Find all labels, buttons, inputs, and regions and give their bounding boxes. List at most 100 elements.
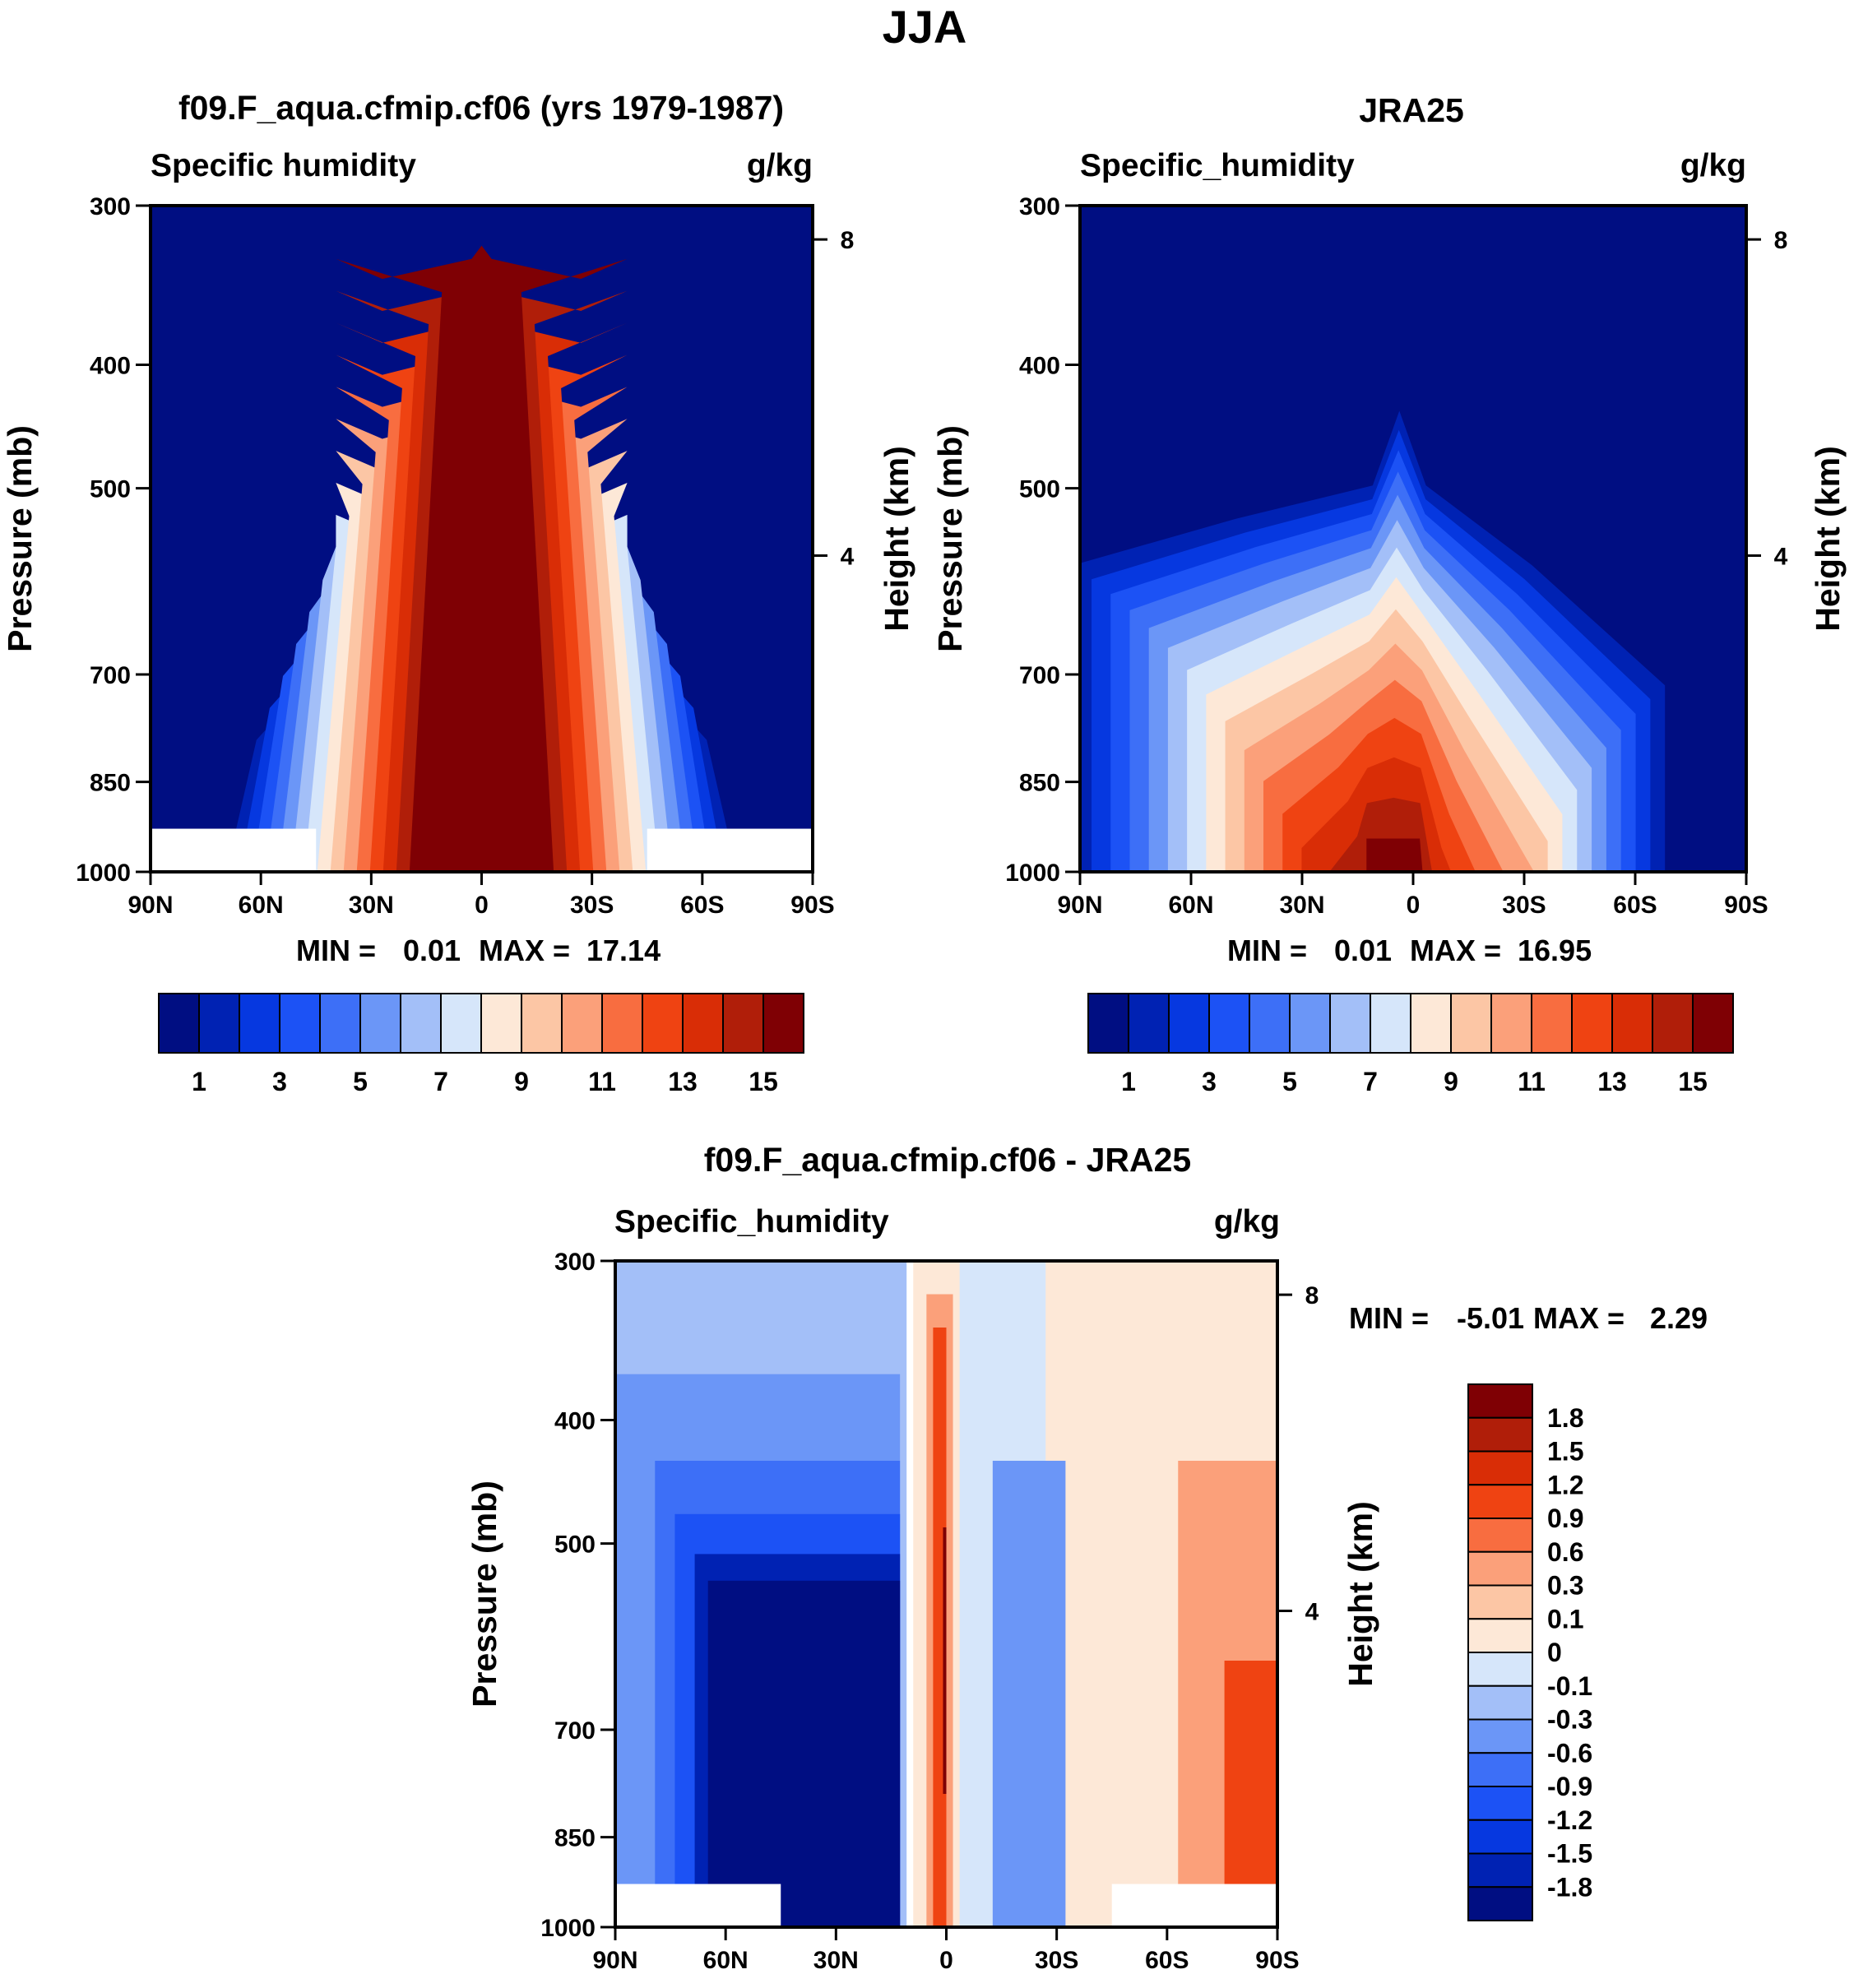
contour-band <box>943 1527 947 1794</box>
masked-region <box>151 828 317 872</box>
colorbar-label: -1.8 <box>1547 1872 1592 1902</box>
masked-region <box>1111 1884 1277 1927</box>
contour-field <box>151 206 813 872</box>
colorbar-label: 7 <box>1363 1067 1378 1096</box>
colorbar-swatch <box>1370 993 1411 1054</box>
height-axis: 84 <box>1746 227 1788 571</box>
y-axis-right-label: Height (km) <box>1809 446 1847 632</box>
colorbar-label: 13 <box>1597 1067 1627 1096</box>
colorbar-swatch <box>601 993 643 1054</box>
pressure-tick-label: 400 <box>90 353 131 380</box>
lat-tick-label: 30N <box>813 1947 859 1974</box>
variable-label: Specific_humidity <box>614 1204 889 1240</box>
colorbar-label: 13 <box>668 1067 698 1096</box>
colorbar-swatch <box>480 993 522 1054</box>
y-axis-right-label: Height (km) <box>878 446 915 632</box>
height-tick-label: 8 <box>1305 1282 1319 1309</box>
colorbar-label: -1.2 <box>1547 1805 1592 1835</box>
pressure-tick-label: 700 <box>90 662 131 689</box>
lat-tick-label: 90N <box>1057 892 1102 919</box>
pressure-tick-label: 300 <box>554 1249 596 1276</box>
colorbar-label: -0.1 <box>1547 1671 1592 1701</box>
max-label: MAX = <box>1533 1301 1625 1335</box>
contour-field <box>1080 206 1746 872</box>
lat-tick-label: 90S <box>1255 1947 1299 1974</box>
units-label: g/kg <box>747 148 813 183</box>
colorbar-swatch <box>1467 1450 1533 1486</box>
colorbar-swatch <box>1410 993 1452 1054</box>
pressure-tick-label: 500 <box>554 1532 596 1559</box>
masked-region <box>615 1884 781 1927</box>
colorbar-label: 1 <box>1121 1067 1136 1096</box>
colorbar-swatch <box>239 993 280 1054</box>
height-axis: 84 <box>813 227 855 571</box>
colorbar-label: 0 <box>1547 1638 1562 1667</box>
colorbar-swatch <box>158 993 200 1054</box>
colorbar-swatch <box>1467 1819 1533 1855</box>
height-axis: 84 <box>1277 1282 1319 1626</box>
lat-tick-label: 30S <box>1502 892 1546 919</box>
max-value: 16.95 <box>1518 934 1592 967</box>
colorbar-label: 15 <box>1678 1067 1708 1096</box>
masked-region <box>647 828 813 872</box>
colorbar-swatch <box>279 993 321 1054</box>
pressure-tick-label: 1000 <box>1005 860 1060 887</box>
colorbar-swatch <box>1467 1752 1533 1787</box>
lat-tick-label: 60S <box>1145 1947 1189 1974</box>
pressure-tick-label: 850 <box>90 770 131 797</box>
colorbar-label: -0.3 <box>1547 1705 1592 1735</box>
colorbar-label: 1.5 <box>1547 1437 1583 1467</box>
colorbar-swatch <box>1467 1383 1533 1419</box>
colorbar-label: 5 <box>1282 1067 1297 1096</box>
latitude-axis: 90N 60N 30N 0 30S 60S 90S <box>127 872 835 919</box>
panel-title: JRA25 <box>1359 91 1464 129</box>
pressure-tick-label: 1000 <box>76 860 131 887</box>
min-label: MIN = <box>1349 1301 1429 1335</box>
colorbar-label: 9 <box>1444 1067 1458 1096</box>
variable-label: Specific_humidity <box>1080 148 1355 183</box>
lat-tick-label: 0 <box>475 892 489 919</box>
max-value: 17.14 <box>586 934 660 967</box>
colorbar-label: 0.1 <box>1547 1604 1583 1633</box>
colorbar-swatch <box>1467 1550 1533 1587</box>
colorbar-label: 15 <box>749 1067 778 1096</box>
colorbar-swatch <box>1652 993 1694 1054</box>
colorbar-swatch <box>1208 993 1250 1054</box>
colorbar-swatch <box>1692 993 1734 1054</box>
pressure-tick-label: 700 <box>554 1717 596 1745</box>
y-axis-right-label: Height (km) <box>1342 1501 1379 1687</box>
lat-tick-label: 30N <box>349 892 394 919</box>
colorbar-swatch <box>1467 1718 1533 1754</box>
colorbar-label: 3 <box>1202 1067 1217 1096</box>
lat-tick-label: 60N <box>239 892 284 919</box>
reanalysis-panel: JRA25 Specific_humidity g/kg 30040050070… <box>931 91 1847 1096</box>
contour-band <box>336 245 628 872</box>
y-axis-label: Pressure (mb) <box>466 1481 503 1708</box>
colorbar-swatch <box>1467 1518 1533 1553</box>
colorbar-swatch <box>1467 1652 1533 1687</box>
min-label: MIN = <box>1227 934 1307 967</box>
colorbar-swatch <box>1467 1684 1533 1721</box>
colorbar-swatch <box>642 993 684 1054</box>
colorbar-swatch <box>1128 993 1170 1054</box>
colorbar-swatch <box>1571 993 1613 1054</box>
pressure-axis: 300 400 500 700 850 1000 <box>1005 193 1080 887</box>
colorbar-label: 5 <box>353 1067 368 1096</box>
height-tick-label: 4 <box>1774 544 1788 571</box>
pressure-tick-label: 400 <box>1019 353 1060 380</box>
latitude-axis: 90N 60N 30N 0 30S 60S 90S <box>592 1927 1300 1974</box>
colorbar-swatch <box>1467 1618 1533 1653</box>
lat-tick-label: 30S <box>570 892 614 919</box>
height-tick-label: 4 <box>1305 1599 1319 1626</box>
colorbar-swatch <box>359 993 401 1054</box>
figure-title: JJA <box>883 1 967 53</box>
lat-tick-label: 60N <box>703 1947 749 1974</box>
model-panel: f09.F_aqua.cfmip.cf06 (yrs 1979-1987) Sp… <box>1 89 915 1096</box>
min-label: MIN = <box>296 934 376 967</box>
units-label: g/kg <box>1680 148 1746 183</box>
variable-label: Specific humidity <box>151 148 416 183</box>
colorbar-label: -0.9 <box>1547 1772 1592 1801</box>
colorbar: 1.8 1.5 1.2 0.9 0.6 0.3 0.1 0 -0.1 -0.3-0.6 -0.9 -1… <box>1467 1383 1592 1921</box>
colorbar-swatch <box>762 993 804 1054</box>
colorbar-swatch <box>1467 1484 1533 1519</box>
